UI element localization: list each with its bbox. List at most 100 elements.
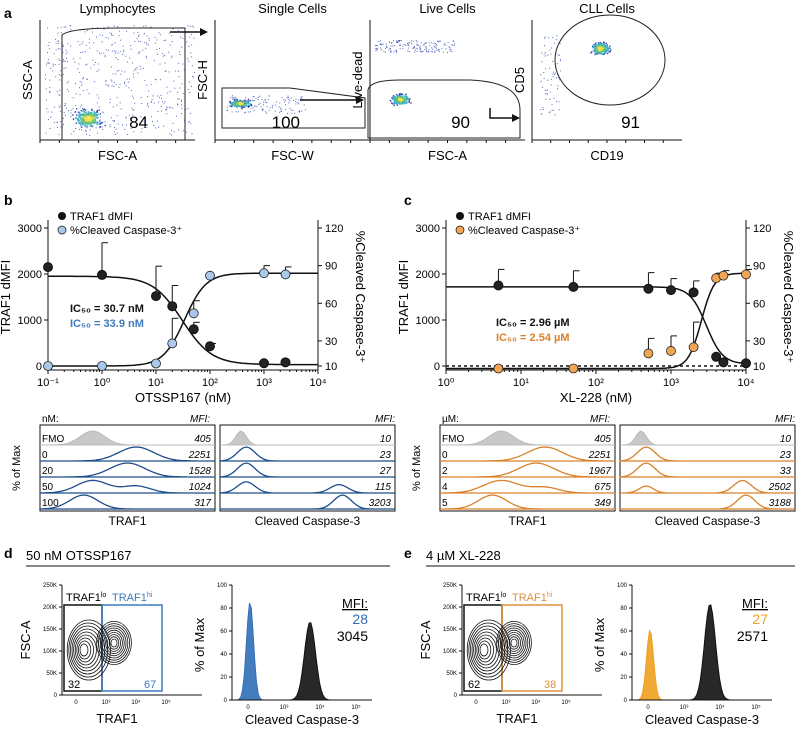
live-density [405, 102, 407, 104]
scatter-dot [70, 29, 72, 31]
scatter-dot [547, 79, 549, 81]
live-density [398, 100, 400, 103]
lymph-density [87, 122, 89, 124]
lymph-density [78, 111, 80, 113]
lymph-density [83, 108, 85, 110]
contour-line [105, 632, 123, 655]
scatter-dot [288, 98, 290, 100]
scatter-dot [265, 101, 267, 103]
lymph-density [82, 122, 84, 124]
lymph-density [100, 122, 102, 124]
lymph-density [96, 111, 99, 113]
scatter-dot [166, 106, 168, 108]
scatter-dot [548, 37, 550, 39]
scatter-dot [540, 113, 542, 115]
lymph-density [90, 112, 92, 114]
cll-density [599, 52, 602, 54]
scatter-dot [557, 54, 559, 56]
scatter-dot [181, 107, 183, 109]
panel-b-letter: b [4, 192, 13, 208]
lymph-density [72, 114, 74, 116]
scatter-dot [164, 101, 166, 103]
scatter-dot [63, 73, 65, 75]
contour-y-tick-label: 50K [446, 671, 457, 677]
lymph-density [98, 109, 100, 111]
single-density [247, 106, 250, 108]
contour-xlabel: TRAF1 [96, 711, 137, 726]
scatter-dot [557, 85, 559, 87]
single-density [240, 104, 242, 106]
lymph-density [88, 111, 90, 114]
live-density [399, 98, 401, 101]
scatter-dot [86, 78, 88, 80]
scatter-dot [128, 81, 130, 83]
scatter-dot [133, 70, 135, 72]
scatter-dot [59, 110, 61, 112]
lymph-density [93, 115, 95, 117]
row-mfi: 349 [594, 498, 611, 509]
scatter-dot [53, 122, 55, 124]
scatter-dot [386, 46, 388, 48]
cll-density [596, 45, 598, 47]
panel-d-title: 50 nM OTSSP167 [26, 548, 132, 563]
single-density [242, 101, 244, 103]
scatter-dot [300, 98, 302, 100]
scatter-dot [46, 108, 48, 110]
scatter-dot [399, 44, 401, 46]
scatter-dot [131, 62, 133, 64]
point-caspase [151, 358, 161, 369]
scatter-dot [159, 34, 161, 36]
scatter-dot [51, 111, 53, 113]
scatter-dot [64, 102, 66, 104]
scatter-dot [275, 101, 277, 103]
lymph-density [94, 120, 96, 122]
single-density [242, 99, 245, 102]
scatter-dot [376, 48, 378, 50]
scatter-dot [543, 53, 545, 55]
x-tick-label: 10⁰ [438, 377, 455, 389]
scatter-dot [450, 49, 452, 51]
scatter-dot [58, 79, 60, 81]
live-density [410, 102, 412, 104]
scatter-dot [153, 124, 155, 126]
lymph-density [88, 112, 90, 114]
scatter-dot [447, 42, 449, 44]
scatter-dot [56, 126, 58, 128]
scatter-dot [95, 127, 97, 129]
scatter-dot [46, 99, 48, 101]
scatter-dot [454, 43, 456, 45]
scatter-dot [375, 50, 377, 52]
mfi-value-high: 2571 [737, 628, 768, 644]
cll-density [593, 43, 595, 46]
scatter-dot [549, 111, 551, 113]
single-density [239, 103, 241, 105]
histogram-frame [219, 424, 396, 512]
cll-density [603, 47, 606, 49]
live-density [408, 98, 410, 101]
panel-c-histograms: µM: MFI: MFI: % of Max FMO 405 0 2251 2 1967 4 675 5… [411, 414, 796, 528]
scatter-dot [99, 34, 101, 36]
scatter-dot [46, 64, 48, 66]
single-density [241, 104, 244, 106]
scatter-dot [86, 127, 88, 129]
ic50-traf1: IC₅₀ = 2.96 µM [496, 317, 570, 329]
sample-histogram [219, 481, 395, 494]
contour-x-tick-label: 10⁵ [561, 699, 571, 706]
scatter-dot [77, 41, 79, 43]
mfi-head: MFI: [375, 414, 395, 425]
scatter-dot [67, 43, 69, 45]
scatter-dot [171, 134, 173, 136]
scatter-dot [431, 47, 433, 49]
lymph-density [99, 125, 101, 128]
y-tick-label: 1000 [18, 315, 42, 327]
scatter-dot [84, 51, 86, 53]
scatter-dot [126, 78, 128, 80]
scatter-dot [257, 99, 259, 101]
scatter-dot [558, 77, 560, 79]
scatter-dot [47, 59, 49, 61]
scatter-dot [243, 102, 245, 104]
scatter-dot [378, 41, 380, 43]
x-tick-label: 10¹ [148, 377, 164, 389]
scatter-dot [158, 101, 160, 103]
scatter-dot [147, 90, 149, 92]
